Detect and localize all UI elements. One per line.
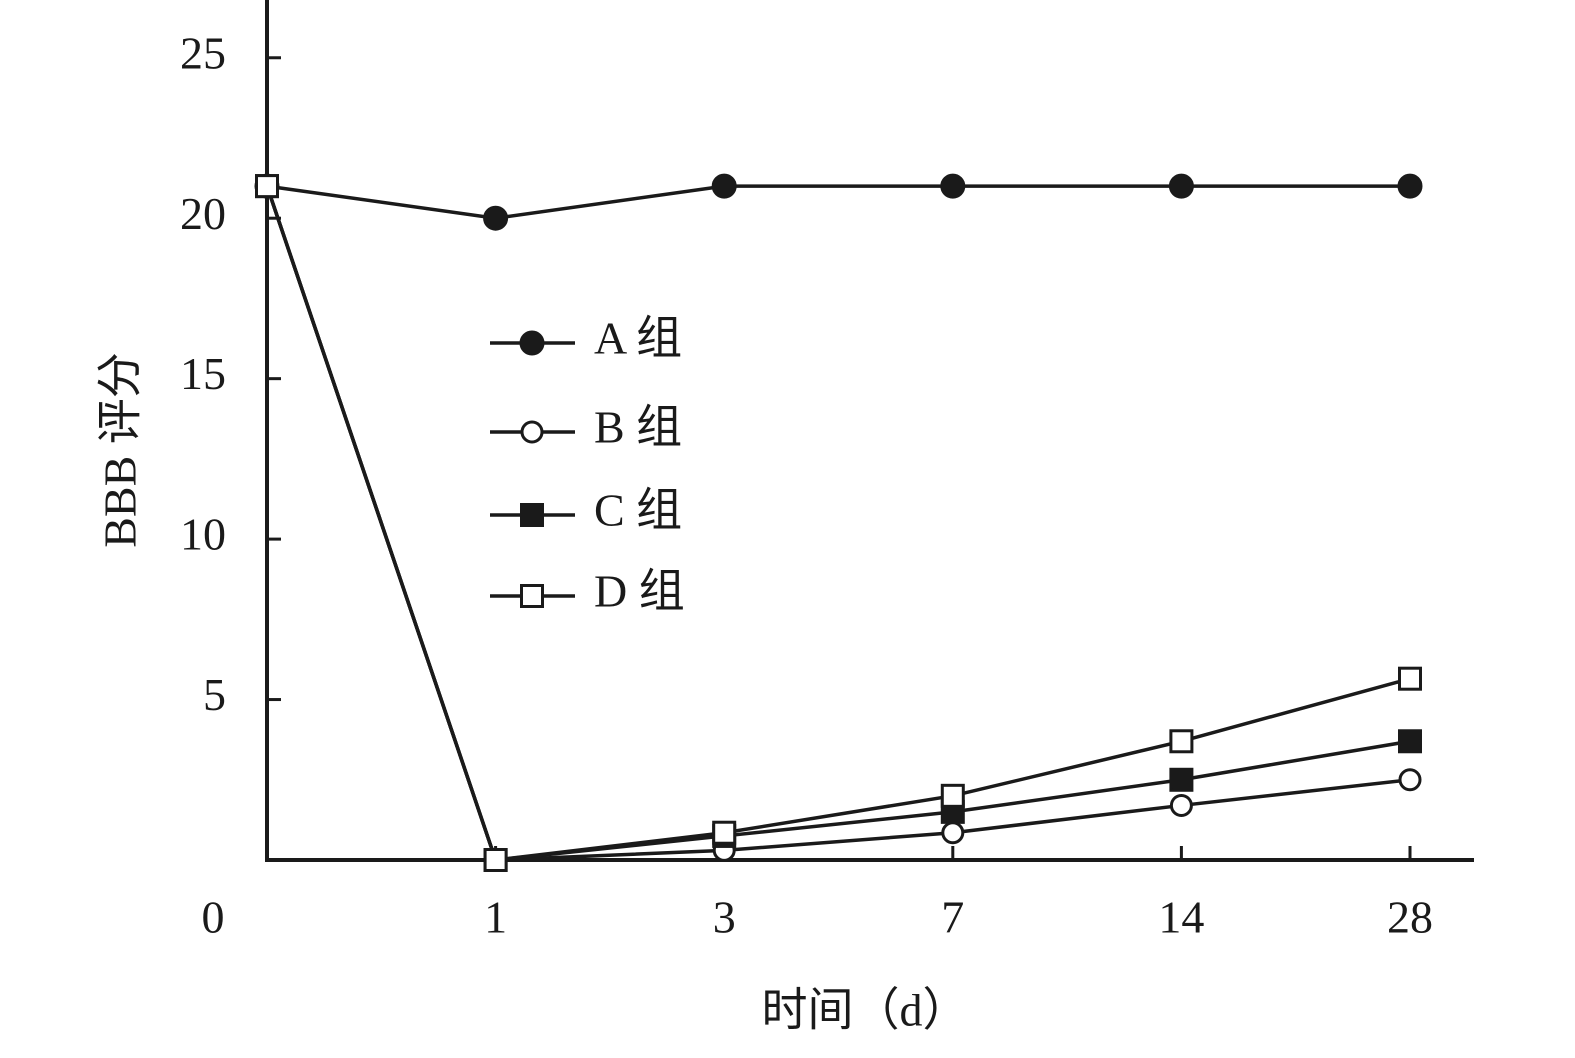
legend-label: D 组 xyxy=(594,566,685,617)
marker xyxy=(940,173,966,199)
marker xyxy=(1398,768,1422,792)
y-axis-label: BBB 评分 xyxy=(95,352,146,548)
legend-marker xyxy=(519,330,545,356)
y-tick-label: 15 xyxy=(180,348,226,399)
marker xyxy=(1169,729,1194,754)
series-line xyxy=(265,185,1411,862)
marker xyxy=(711,173,737,199)
marker xyxy=(940,783,965,808)
series-line xyxy=(266,184,1410,220)
legend-label: B 组 xyxy=(594,402,682,453)
marker xyxy=(483,205,509,231)
legend-marker xyxy=(520,420,544,444)
marker xyxy=(1398,666,1422,691)
y-tick-label: 25 xyxy=(180,27,226,78)
y-tick-label: 10 xyxy=(180,509,226,560)
marker xyxy=(1168,173,1194,199)
x-tick-label: 1 xyxy=(484,892,507,943)
y-tick-label: 5 xyxy=(203,669,226,720)
y-tick-label: 20 xyxy=(180,188,226,239)
marker xyxy=(1398,729,1422,754)
x-tick-label: 14 xyxy=(1158,892,1204,943)
legend-marker xyxy=(520,584,544,608)
legend-marker xyxy=(520,503,544,527)
marker xyxy=(255,174,279,199)
marker xyxy=(712,820,737,845)
marker xyxy=(1169,767,1194,792)
x-axis-label: 时间（d） xyxy=(762,985,969,1036)
x-tick-label: 7 xyxy=(941,892,964,943)
series-line xyxy=(265,185,1411,862)
series-line xyxy=(265,185,1411,862)
marker xyxy=(1397,173,1423,199)
legend-label: A 组 xyxy=(594,313,682,364)
x-tick-label: 0 xyxy=(202,892,225,943)
x-tick-label: 28 xyxy=(1387,892,1433,943)
legend-label: C 组 xyxy=(594,485,682,536)
x-tick-label: 3 xyxy=(713,892,736,943)
marker xyxy=(1169,793,1193,817)
marker xyxy=(941,821,965,845)
marker xyxy=(483,848,508,872)
